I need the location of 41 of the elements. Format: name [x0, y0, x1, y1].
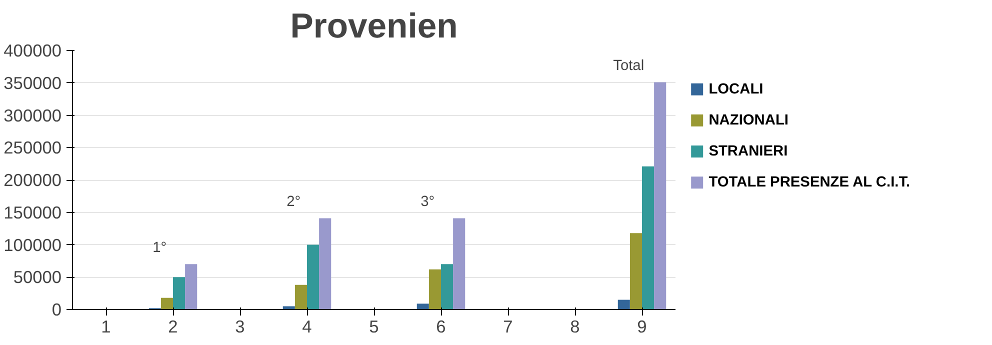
y-tick-label: 0 — [52, 300, 62, 320]
chart-title: Provenien — [290, 8, 458, 46]
y-tick-label: 350000 — [4, 72, 62, 93]
bar — [160, 298, 173, 310]
y-tick-label: 50000 — [13, 267, 62, 288]
bar — [441, 264, 454, 310]
x-tick-label: 4 — [302, 316, 312, 336]
x-tick-label: 1 — [101, 316, 111, 336]
annotation: 1° — [152, 240, 167, 256]
bar — [630, 233, 642, 310]
bar — [307, 244, 320, 310]
annotation: Total — [613, 58, 644, 74]
x-tick-label: 6 — [436, 316, 446, 336]
bar — [173, 277, 186, 310]
x-tick-label: 7 — [503, 316, 513, 336]
bar — [453, 218, 466, 310]
legend-label: TOTALE PRESENZE AL C.I.T. — [708, 174, 910, 191]
bar — [654, 82, 666, 310]
y-tick-label: 150000 — [4, 202, 62, 222]
legend-label: NAZIONALI — [708, 112, 788, 128]
bar — [319, 218, 332, 310]
x-tick-label: 9 — [637, 316, 647, 336]
bar — [618, 300, 630, 310]
bar — [642, 166, 654, 310]
legend-label: LOCALI — [708, 81, 764, 98]
bar — [185, 264, 198, 310]
y-tick-label: 250000 — [4, 138, 62, 158]
y-tick-label: 400000 — [4, 40, 62, 60]
annotation: 2° — [286, 194, 301, 210]
annotation: 3° — [420, 194, 435, 210]
x-tick-label: 3 — [235, 316, 245, 336]
bar — [428, 269, 441, 310]
bar — [416, 304, 429, 310]
bar — [294, 284, 307, 310]
y-tick-label: 100000 — [4, 234, 62, 255]
x-tick-label: 8 — [570, 316, 580, 336]
y-tick-label: 200000 — [4, 170, 62, 190]
y-tick-label: 300000 — [4, 105, 62, 126]
x-tick-label: 5 — [369, 316, 379, 336]
legend-label: STRANIERI — [708, 144, 788, 160]
x-tick-label: 2 — [168, 316, 178, 336]
